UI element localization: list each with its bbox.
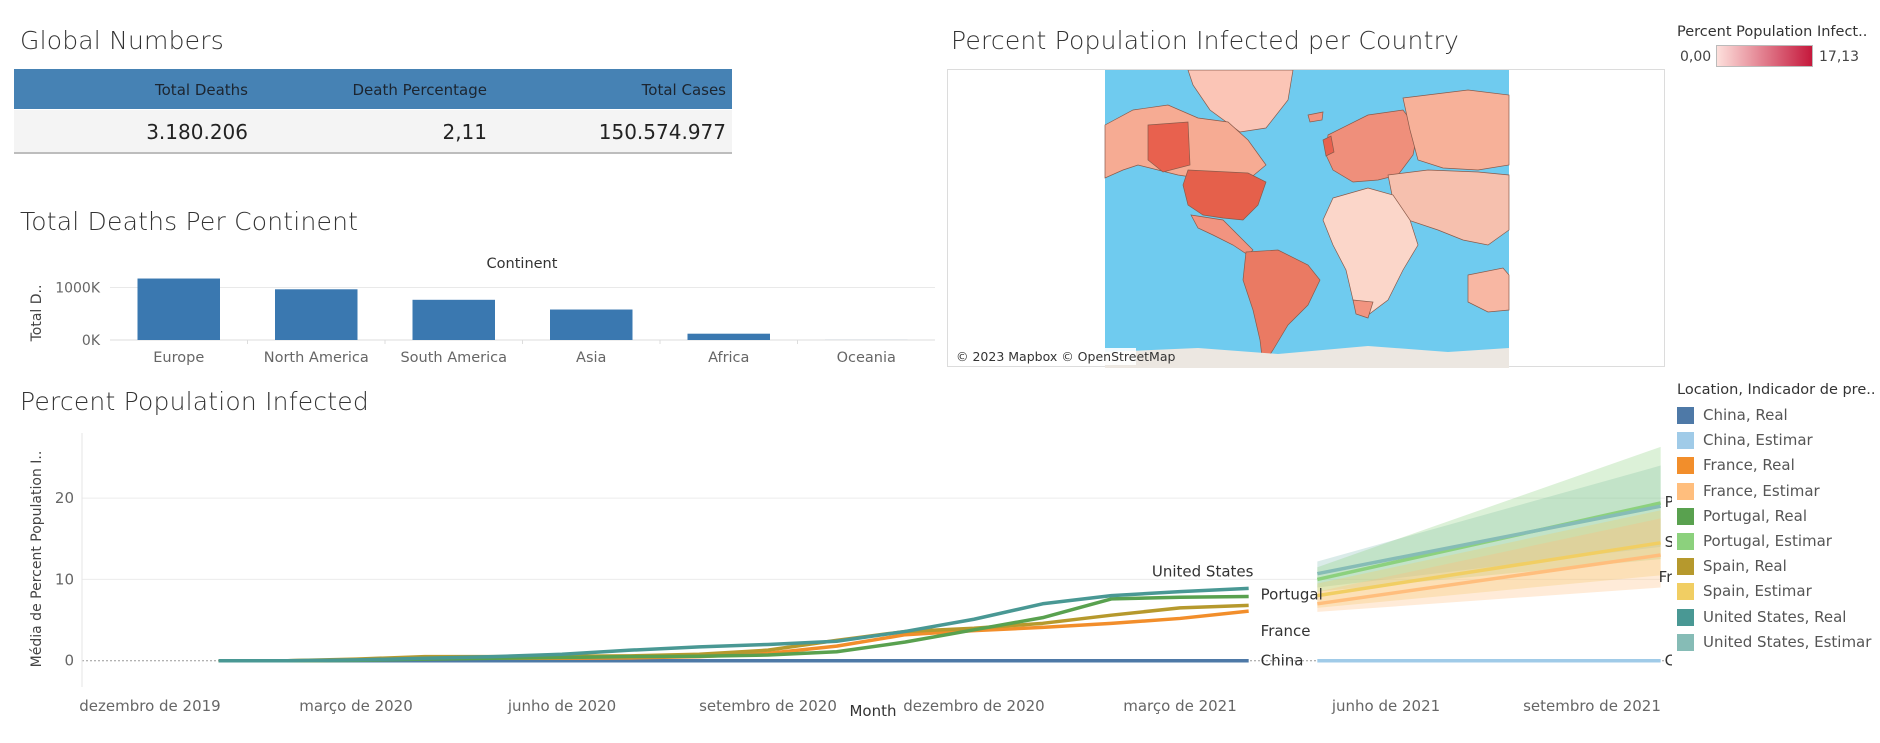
legend-label: China, Estimar: [1703, 431, 1813, 450]
bar-chart-header: Continent: [487, 256, 558, 272]
header-total-deaths[interactable]: Total Deaths: [155, 81, 248, 99]
bar-xtick-label: Africa: [708, 350, 749, 366]
legend-swatch: [1677, 507, 1694, 525]
legend-label: Spain, Real: [1703, 557, 1787, 576]
bar-north-america[interactable]: [275, 289, 358, 340]
line-chart-ylabel: Média de Percent Population I..: [29, 451, 45, 668]
map-legend-gradient: [1716, 45, 1813, 67]
legend-swatch: [1677, 558, 1694, 576]
bar-xtick-label: Asia: [576, 350, 606, 366]
line-chart-xlabel: Month: [849, 702, 896, 720]
real-end-label-portugal: Portugal: [1261, 585, 1323, 603]
forecast-end-label-china: China: [1665, 652, 1672, 670]
line-chart-title: Percent Population Infected: [20, 387, 369, 416]
uk-shape: [1322, 135, 1335, 157]
series-real-united-states[interactable]: [218, 586, 1249, 663]
legend-label: China, Real: [1703, 406, 1788, 424]
south-america-shape: [1242, 249, 1321, 366]
legend-swatch: [1677, 482, 1694, 500]
russia-shape: [1402, 89, 1510, 171]
iceland-shape: [1307, 111, 1324, 123]
bar-xtick-label: South America: [400, 350, 507, 366]
series-forecast-spain[interactable]: [1317, 541, 1661, 598]
bar-ytick-label: 1000K: [55, 280, 101, 296]
real-end-label-china: China: [1261, 652, 1304, 670]
map-legend-min: 0,00: [1680, 49, 1712, 65]
map-container[interactable]: © 2023 Mapbox © OpenStreetMap: [947, 69, 1666, 368]
global-numbers-data-row[interactable]: 3.180.206 2,11 150.574.977: [14, 110, 732, 154]
bar-africa[interactable]: [687, 333, 771, 340]
bar-xtick-label: Europe: [153, 350, 204, 366]
forecast-end-label-spain: Spain: [1665, 533, 1672, 551]
legend-swatch: [1677, 533, 1694, 550]
line-xtick-label: março de 2021: [1123, 697, 1237, 715]
series-forecast-united-states[interactable]: [1316, 504, 1662, 576]
header-death-percentage[interactable]: Death Percentage: [352, 81, 487, 99]
map-legend-max: 17,13: [1819, 49, 1860, 65]
antarctica-shape: [1105, 346, 1509, 368]
legend-swatch: [1677, 608, 1694, 626]
alaska-shape: [1147, 121, 1191, 173]
bar-europe[interactable]: [137, 278, 221, 340]
value-death-percentage: 2,11: [442, 120, 487, 144]
legend-swatch: [1677, 457, 1694, 475]
global-numbers-header-row: Total Deaths Death Percentage Total Case…: [14, 69, 732, 109]
legend-swatch: [1677, 633, 1694, 651]
legend-label: Portugal, Real: [1703, 506, 1807, 525]
line-ytick-label: 0: [64, 652, 74, 670]
line-legend-title: Location, Indicador de pre..: [1677, 382, 1876, 398]
forecast-band-france: [1317, 518, 1661, 612]
bar-chart[interactable]: Continent Total D.. 1000K 0K Europe North …: [0, 250, 945, 375]
map-legend-title: Percent Population Infect..: [1677, 24, 1868, 40]
line-xtick-label: junho de 2020: [507, 697, 616, 715]
world-map[interactable]: © 2023 Mapbox © OpenStreetMap: [948, 69, 1666, 368]
value-total-cases: 150.574.977: [598, 120, 726, 144]
header-total-cases[interactable]: Total Cases: [641, 81, 726, 99]
line-xtick-label: junho de 2021: [1331, 697, 1440, 715]
line-chart[interactable]: Média de Percent Population I.. Month 0 1…: [0, 425, 1672, 730]
map-title: Percent Population Infected per Country: [951, 26, 1460, 55]
real-end-label-united-states: United States: [1152, 562, 1254, 580]
bar-asia[interactable]: [550, 309, 633, 340]
legend-swatch: [1677, 407, 1694, 424]
forecast-end-label-portugal: Portugal: [1665, 493, 1672, 511]
africa-shape: [1322, 187, 1419, 316]
legend-label: Portugal, Estimar: [1703, 532, 1832, 550]
line-xtick-label: setembro de 2020: [699, 697, 837, 715]
line-xtick-label: março de 2020: [299, 697, 413, 715]
legend-label: France, Estimar: [1703, 481, 1820, 500]
bar-chart-ylabel: Total D..: [29, 285, 45, 343]
line-xtick-label: setembro de 2021: [1523, 697, 1661, 715]
bar-ytick-label: 0K: [82, 333, 101, 349]
value-total-deaths: 3.180.206: [146, 120, 248, 144]
legend-swatch: [1677, 432, 1694, 450]
bar-xtick-label: North America: [264, 350, 369, 366]
bar-xtick-label: Oceania: [837, 350, 896, 366]
line-xtick-label: dezembro de 2020: [903, 697, 1044, 715]
bar-chart-title: Total Deaths Per Continent: [20, 207, 359, 236]
legend-label: Spain, Estimar: [1703, 582, 1812, 601]
global-numbers-title: Global Numbers: [20, 26, 224, 55]
south-africa-shape: [1352, 299, 1374, 319]
usa-shape: [1182, 169, 1267, 221]
map-attribution[interactable]: © 2023 Mapbox © OpenStreetMap: [956, 349, 1175, 364]
real-end-label-france: France: [1261, 622, 1311, 640]
forecast-end-label-france: France: [1659, 568, 1672, 586]
greenland-shape: [1187, 69, 1294, 133]
bar-south-america[interactable]: [412, 299, 496, 340]
legend-label: United States, Estimar: [1703, 632, 1872, 651]
line-ytick-label: 10: [55, 570, 74, 588]
map-land: [1104, 69, 1510, 368]
legend-swatch: [1677, 583, 1694, 601]
legend-label: United States, Real: [1703, 607, 1847, 626]
series-real-spain[interactable]: [218, 603, 1249, 663]
line-xtick-label: dezembro de 2019: [79, 697, 220, 715]
australia-shape: [1467, 267, 1510, 313]
line-ytick-label: 20: [55, 489, 74, 507]
legend-label: France, Real: [1703, 456, 1795, 475]
series-forecast-france[interactable]: [1317, 553, 1661, 606]
